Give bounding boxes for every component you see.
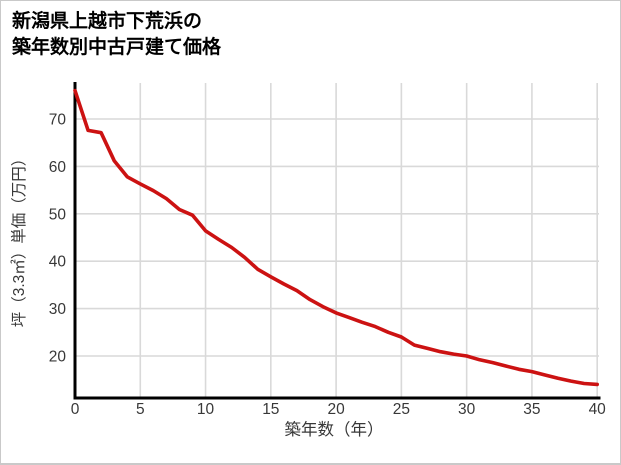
chart-title-line-1: 新潟県上越市下荒浜の — [12, 11, 203, 32]
tick-label-layer: 20 30 40 50 60 70 0 5 10 15 20 25 30 35 40 — [49, 112, 606, 419]
x-tick-label: 35 — [523, 401, 540, 418]
x-tick-label: 0 — [71, 401, 80, 418]
x-tick-label: 20 — [327, 401, 345, 418]
y-tick-label: 50 — [49, 206, 67, 223]
x-tick-label: 25 — [393, 401, 410, 418]
y-tick-label: 20 — [49, 349, 67, 366]
y-tick-label: 40 — [49, 254, 67, 271]
grid-layer — [75, 83, 599, 398]
x-tick-label: 30 — [458, 401, 476, 418]
x-tick-label: 15 — [262, 401, 279, 418]
chart-title-line-2: 築年数別中古戸建て価格 — [12, 37, 222, 58]
price-line — [73, 88, 600, 387]
y-axis-title: 坪（3.3㎡）単価（万円） — [10, 151, 28, 328]
series-layer — [73, 88, 600, 387]
x-tick-label: 5 — [136, 401, 145, 418]
y-tick-label: 70 — [49, 112, 67, 129]
axis-layer — [73, 82, 601, 400]
x-tick-label: 10 — [197, 401, 215, 418]
y-tick-label: 60 — [49, 159, 67, 176]
chart-title: 新潟県上越市下荒浜の 築年数別中古戸建て価格 — [12, 9, 221, 61]
x-tick-label: 40 — [589, 401, 607, 418]
y-tick-label: 30 — [49, 301, 67, 318]
x-axis-title: 築年数（年） — [285, 420, 384, 439]
